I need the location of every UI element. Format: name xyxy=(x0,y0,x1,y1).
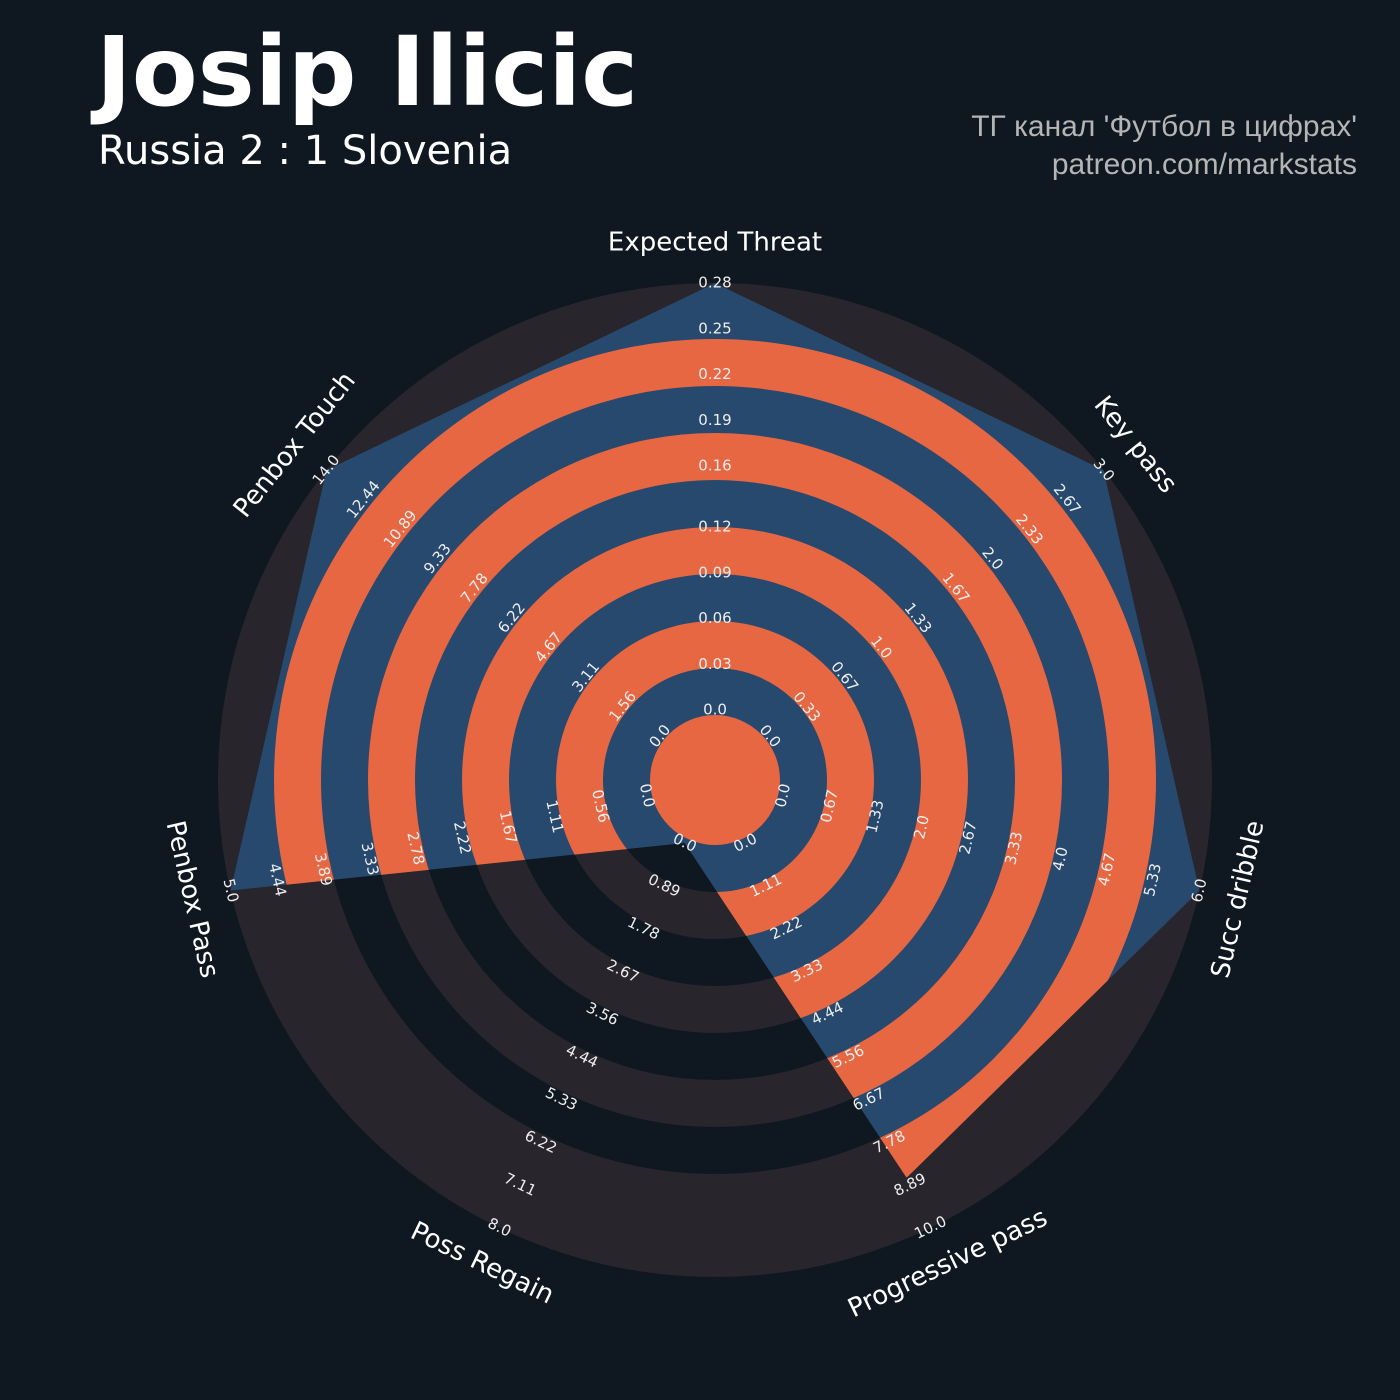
tick-label: 0.06 xyxy=(698,609,731,627)
tick-label: 0.22 xyxy=(698,365,731,383)
tick-label: 0.03 xyxy=(698,655,731,673)
chart-subtitle: Russia 2 : 1 Slovenia xyxy=(98,128,512,174)
tick-label: 0.0 xyxy=(703,701,727,719)
center-circle xyxy=(650,715,780,845)
tick-label: 0.25 xyxy=(698,319,731,337)
tick-label: 0.16 xyxy=(698,457,731,475)
tick-label: 5.0 xyxy=(220,877,243,904)
chart-title: Josip Ilicic xyxy=(90,16,638,128)
credit: ТГ канал 'Футбол в цифрах' xyxy=(971,110,1357,143)
tick-label: 2.0 xyxy=(910,814,933,841)
credit: patreon.com/markstats xyxy=(1052,148,1357,181)
axis-label: Expected Threat xyxy=(608,228,822,258)
tick-label: 0.28 xyxy=(698,274,731,292)
tick-label: 4.0 xyxy=(1049,845,1072,872)
tick-label: 0.0 xyxy=(771,782,794,809)
tick-label: 0.09 xyxy=(698,563,731,581)
tick-label: 6.0 xyxy=(1188,877,1211,904)
tick-label: 0.0 xyxy=(636,782,659,809)
tick-label: 0.12 xyxy=(698,518,731,536)
tick-label: 0.19 xyxy=(698,411,731,429)
